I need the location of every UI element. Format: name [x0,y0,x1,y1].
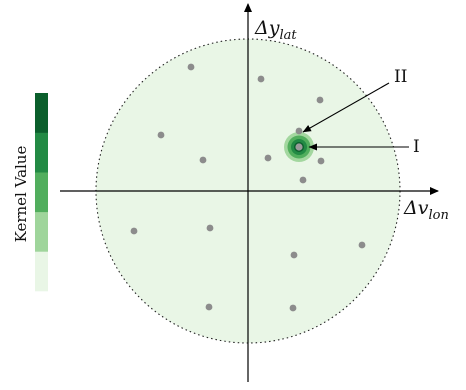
neighbor-point [199,156,207,164]
colorbar-swatch [35,211,48,252]
neighbor-point [264,154,272,162]
neighbor-point [299,176,307,184]
callout-arrow-ii [302,82,390,133]
neighbor-point [358,241,366,249]
neighbor-point [290,251,298,259]
colorbar-label: Kernel Value [12,146,30,243]
neighbor-point [157,131,165,139]
colorbar-swatch [35,251,48,292]
neighbor-point [205,303,213,311]
neighbor-point [130,227,138,235]
callout-label-i: I [413,137,420,157]
colorbar-swatch [35,132,48,173]
colorbar [35,93,48,292]
neighbor-point [295,127,303,135]
colorbar-swatch [35,172,48,213]
neighbor-point [257,75,265,83]
neighbor-point [187,63,195,71]
x-axis-label: Δvlon [403,197,449,223]
neighbor-point [317,157,325,165]
neighbor-point [206,224,214,232]
colorbar-swatch [35,93,48,133]
neighbor-point [289,304,297,312]
callout-label-ii: II [394,67,407,87]
neighbor-points [130,63,366,312]
neighbor-point [316,96,324,104]
ego-point [295,143,303,151]
y-axis-label: Δylat [254,17,297,43]
